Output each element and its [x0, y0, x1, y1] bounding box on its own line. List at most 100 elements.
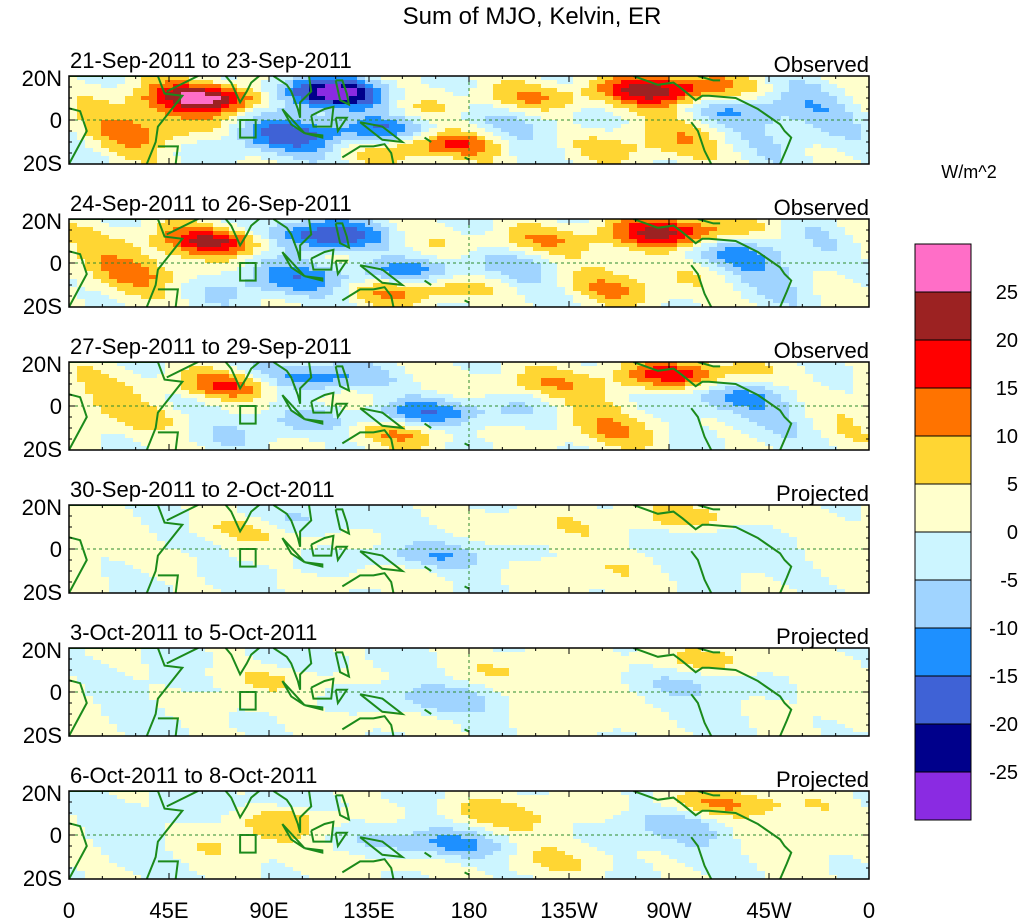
heatmap-cell	[677, 247, 686, 252]
heatmap-cell	[205, 223, 214, 228]
heatmap-cell	[149, 362, 158, 367]
heatmap-cell	[781, 299, 790, 304]
heatmap-cell	[621, 263, 630, 268]
heatmap-cell	[197, 402, 206, 407]
heatmap-cell	[285, 152, 294, 157]
heatmap-cell	[133, 136, 142, 141]
heatmap-cell	[749, 152, 758, 157]
heatmap-cell	[245, 287, 254, 292]
heatmap-cell	[797, 92, 806, 97]
heatmap-cell	[565, 251, 574, 256]
heatmap-cell	[229, 235, 238, 240]
heatmap-cell	[357, 231, 366, 236]
heatmap-cell	[293, 140, 302, 145]
heatmap-cell	[477, 128, 486, 133]
heatmap-cell	[485, 227, 494, 232]
heatmap-cell	[437, 271, 446, 276]
heatmap-cell	[717, 76, 726, 81]
heatmap-cell	[669, 156, 678, 161]
heatmap-cell	[213, 120, 222, 125]
heatmap-cell	[117, 378, 126, 383]
heatmap-cell	[141, 231, 150, 236]
heatmap-cell	[557, 120, 566, 125]
heatmap-cell	[245, 96, 254, 101]
heatmap-cell	[133, 160, 142, 164]
heatmap-cell	[277, 104, 286, 109]
heatmap-cell	[821, 295, 830, 300]
heatmap-cell	[125, 287, 134, 292]
heatmap-cell	[389, 259, 398, 264]
heatmap-cell	[485, 132, 494, 137]
heatmap-cell	[485, 136, 494, 141]
heatmap-cell	[397, 144, 406, 149]
heatmap-cell	[389, 223, 398, 228]
heatmap-cell	[197, 136, 206, 141]
heatmap-cell	[101, 259, 110, 264]
heatmap-cell	[141, 136, 150, 141]
heatmap-cell	[213, 156, 222, 161]
heatmap-cell	[805, 116, 814, 121]
heatmap-cell	[525, 76, 534, 81]
heatmap-cell	[293, 263, 302, 268]
heatmap-cell	[501, 243, 510, 248]
heatmap-cell	[293, 279, 302, 284]
heatmap-cell	[389, 255, 398, 260]
heatmap-cell	[325, 243, 334, 248]
heatmap-cell	[445, 108, 454, 113]
heatmap-cell	[733, 295, 742, 300]
heatmap-cell	[565, 247, 574, 252]
heatmap-cell	[789, 243, 798, 248]
heatmap-cell	[125, 382, 134, 387]
heatmap-cell	[445, 160, 454, 164]
heatmap-cell	[797, 108, 806, 113]
heatmap-cell	[101, 255, 110, 260]
heatmap-cell	[853, 231, 862, 236]
heatmap-cell	[93, 362, 102, 367]
heatmap-cell	[693, 291, 702, 296]
heatmap-cell	[109, 231, 118, 236]
heatmap-cell	[669, 251, 678, 256]
heatmap-cell	[533, 235, 542, 240]
heatmap-cell	[853, 152, 862, 157]
heatmap-cell	[477, 112, 486, 117]
heatmap-cell	[325, 132, 334, 137]
heatmap-cell	[285, 275, 294, 280]
coastline	[304, 132, 324, 139]
heatmap-cell	[413, 271, 422, 276]
heatmap-cell	[533, 255, 542, 260]
heatmap-cell	[149, 116, 158, 121]
heatmap-cell	[125, 279, 134, 284]
heatmap-cell	[173, 394, 182, 399]
heatmap-cell	[477, 152, 486, 157]
heatmap-cell	[829, 112, 838, 117]
heatmap-cell	[205, 84, 214, 89]
heatmap-cell	[709, 96, 718, 101]
heatmap-cell	[605, 227, 614, 232]
heatmap-cell	[637, 136, 646, 141]
heatmap-cell	[237, 223, 246, 228]
heatmap-cell	[517, 275, 526, 280]
heatmap-cell	[133, 366, 142, 371]
heatmap-cell	[453, 247, 462, 252]
heatmap-cell	[461, 108, 470, 113]
heatmap-cell	[157, 434, 166, 439]
heatmap-cell	[557, 223, 566, 228]
heatmap-cell	[381, 84, 390, 89]
heatmap-cell	[685, 271, 694, 276]
heatmap-cell	[565, 255, 574, 260]
heatmap-cell	[381, 263, 390, 268]
heatmap-cell	[429, 239, 438, 244]
heatmap-cell	[205, 422, 214, 427]
heatmap-cell	[109, 263, 118, 268]
heatmap-cell	[237, 235, 246, 240]
heatmap-cell	[733, 108, 742, 113]
heatmap-cell	[181, 156, 190, 161]
heatmap-cell	[845, 279, 854, 284]
heatmap-cell	[93, 398, 102, 403]
coastline	[334, 116, 349, 134]
heatmap-cell	[221, 96, 230, 101]
heatmap-cell	[477, 140, 486, 145]
heatmap-cell	[477, 160, 486, 164]
heatmap-cell	[277, 156, 286, 161]
heatmap-cell	[365, 148, 374, 153]
